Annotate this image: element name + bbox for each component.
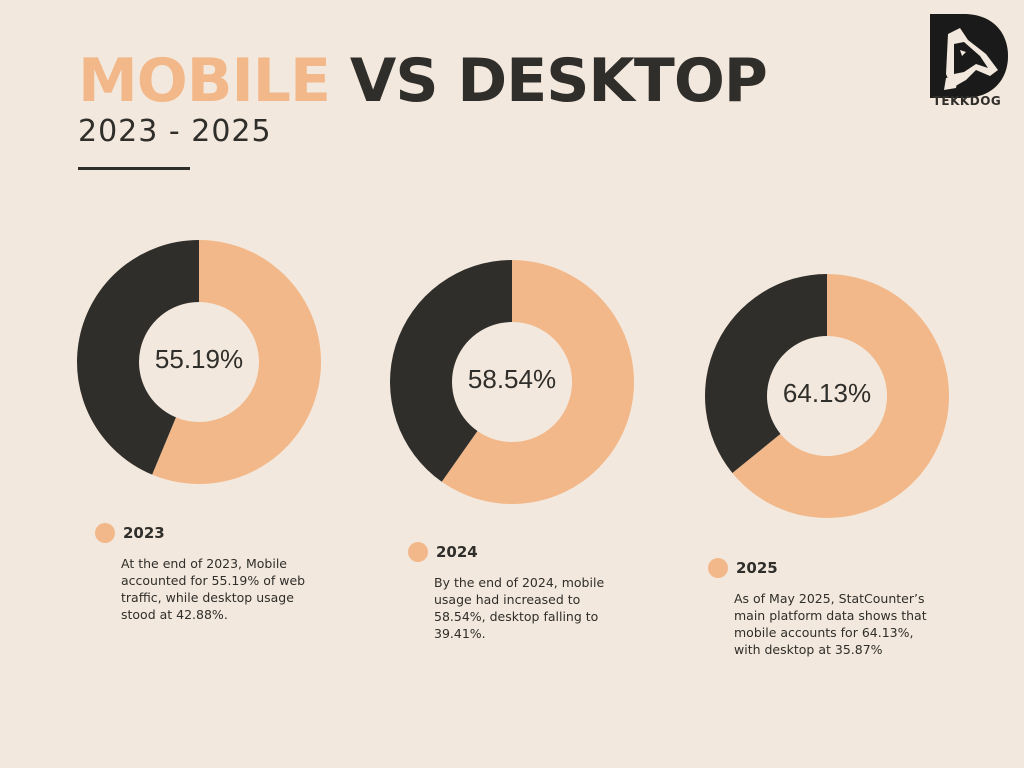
donut-chart-2024 [390, 260, 634, 504]
legend-description-2025: As of May 2025, StatCounter’s main platf… [734, 591, 927, 657]
slice-desktop-2025 [705, 274, 827, 473]
donut-chart-2023 [77, 240, 321, 484]
legend-dot-2025 [708, 558, 728, 578]
slice-desktop-2023 [77, 240, 199, 475]
slice-mobile-2023 [152, 240, 321, 484]
title-divider [78, 167, 190, 170]
brand-name: TEKKDOG [932, 94, 1002, 108]
slice-mobile-2024 [441, 260, 634, 504]
center-label-2025: 64.13% [782, 378, 872, 408]
legend-description-2023: At the end of 2023, Mobile accounted for… [121, 556, 306, 622]
legend-2024: 2024 By the end of 2024, mobile usage ha… [408, 542, 628, 642]
legend-year-2025: 2025 [736, 559, 778, 577]
slice-mobile-2025 [732, 274, 949, 518]
legend-2023: 2023 At the end of 2023, Mobile accounte… [95, 523, 315, 623]
donut-chart-2025 [705, 274, 949, 518]
dog-logo-icon [930, 14, 1008, 98]
legend-year-2024: 2024 [436, 543, 478, 561]
legend-dot-2024 [408, 542, 428, 562]
subtitle: 2023 - 2025 [78, 114, 272, 149]
legend-description-2024: By the end of 2024, mobile usage had inc… [434, 575, 605, 641]
center-label-2024: 58.54% [467, 364, 557, 394]
center-label-2023: 55.19% [154, 344, 244, 374]
legend-year-2023: 2023 [123, 524, 165, 542]
title-mobile: MOBILE [78, 46, 331, 116]
title-rest: VS DESKTOP [349, 46, 768, 116]
legend-dot-2023 [95, 523, 115, 543]
page-title: MOBILE VS DESKTOP [78, 44, 768, 118]
slice-desktop-2024 [390, 260, 512, 482]
legend-2025: 2025 As of May 2025, StatCounter’s main … [708, 558, 928, 658]
